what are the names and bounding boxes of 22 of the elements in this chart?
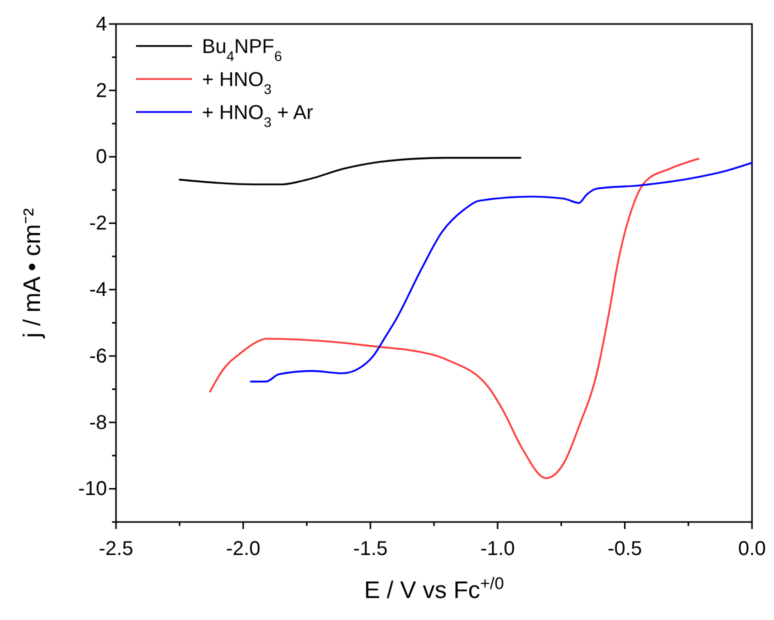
x-tick-label: -0.5	[608, 538, 642, 560]
legend-label: + HNO$_{3}$ + Ar	[202, 102, 314, 130]
y-tick-label: 4	[96, 13, 107, 36]
legend-label: Bu$_{4}$NPF$_{6}$	[202, 36, 282, 64]
y-tick-label: -2	[89, 212, 107, 235]
x-tick-label: -2.5	[98, 538, 134, 560]
legend-label: + HNO$_{3}$	[202, 69, 272, 97]
x-tick-label: -1.0	[480, 538, 515, 560]
line-series	[209, 158, 700, 480]
y-axis-title: j / mA • cm⁻²	[19, 208, 46, 339]
x-tick-label: -2.0	[226, 538, 260, 560]
y-tick-label: -10	[78, 478, 107, 500]
y-tick-label: -8	[89, 412, 107, 434]
y-tick-label: -6	[89, 345, 107, 368]
y-tick-label: 0	[96, 146, 107, 168]
line-series	[178, 156, 522, 186]
x-tick-label: -1.5	[353, 538, 388, 560]
y-tick-label: -4	[89, 279, 107, 301]
x-tick-label: 0.0	[738, 538, 766, 560]
x-axis-title: E / V vs Fc$^{+/0}$	[364, 574, 504, 604]
line-series	[250, 162, 753, 382]
y-tick-label: 2	[96, 80, 107, 102]
